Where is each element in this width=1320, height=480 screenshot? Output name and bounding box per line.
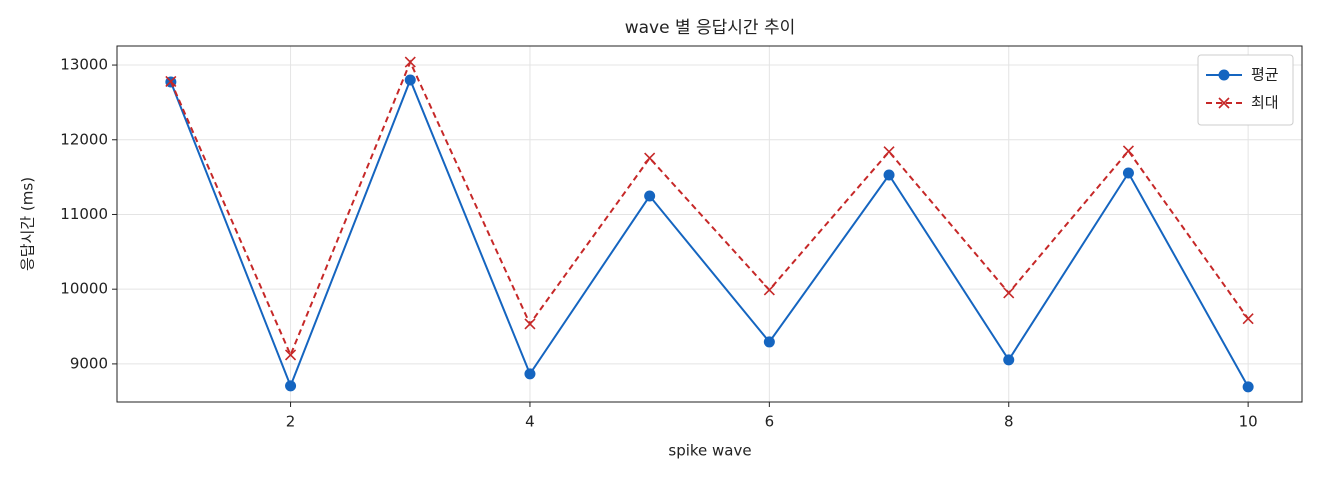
marker bbox=[1242, 381, 1254, 393]
marker bbox=[284, 349, 297, 361]
marker bbox=[1122, 167, 1134, 179]
y-tick-label: 13000 bbox=[60, 56, 108, 74]
marker bbox=[883, 146, 895, 158]
marker bbox=[883, 169, 895, 181]
x-tick-label: 2 bbox=[286, 413, 296, 431]
marker bbox=[1122, 145, 1135, 157]
marker bbox=[1242, 313, 1254, 325]
marker bbox=[1003, 287, 1015, 299]
marker bbox=[404, 74, 416, 86]
legend-marker bbox=[1218, 69, 1230, 81]
x-tick-label: 6 bbox=[765, 413, 775, 431]
x-axis-label: spike wave bbox=[668, 442, 751, 460]
marker bbox=[285, 380, 297, 392]
y-tick-label: 11000 bbox=[60, 205, 108, 223]
legend-box bbox=[1197, 54, 1294, 126]
marker bbox=[763, 336, 775, 348]
marker bbox=[524, 318, 536, 330]
x-tick-label: 4 bbox=[525, 413, 535, 431]
legend-label: 최대 bbox=[1251, 94, 1279, 112]
marker bbox=[763, 284, 775, 296]
marker bbox=[404, 56, 416, 68]
marker bbox=[644, 152, 656, 164]
legend-marker bbox=[1218, 97, 1230, 109]
marker bbox=[165, 75, 177, 88]
x-tick-label: 8 bbox=[1004, 413, 1014, 431]
marker bbox=[1003, 354, 1015, 366]
series-line bbox=[169, 77, 1250, 389]
y-tick-label: 10000 bbox=[60, 280, 108, 298]
series-line bbox=[169, 59, 1249, 358]
marker bbox=[644, 190, 656, 202]
legend-label: 평균 bbox=[1251, 66, 1279, 84]
y-tick-label: 9000 bbox=[70, 354, 108, 372]
x-tick-label: 10 bbox=[1239, 413, 1258, 431]
marker bbox=[524, 368, 536, 380]
chart-title: wave 별 응답시간 추이 bbox=[625, 18, 796, 38]
y-tick-label: 12000 bbox=[60, 130, 108, 148]
y-axis-label: 응답시간 (ms) bbox=[19, 177, 37, 271]
plot-frame bbox=[116, 45, 1303, 403]
